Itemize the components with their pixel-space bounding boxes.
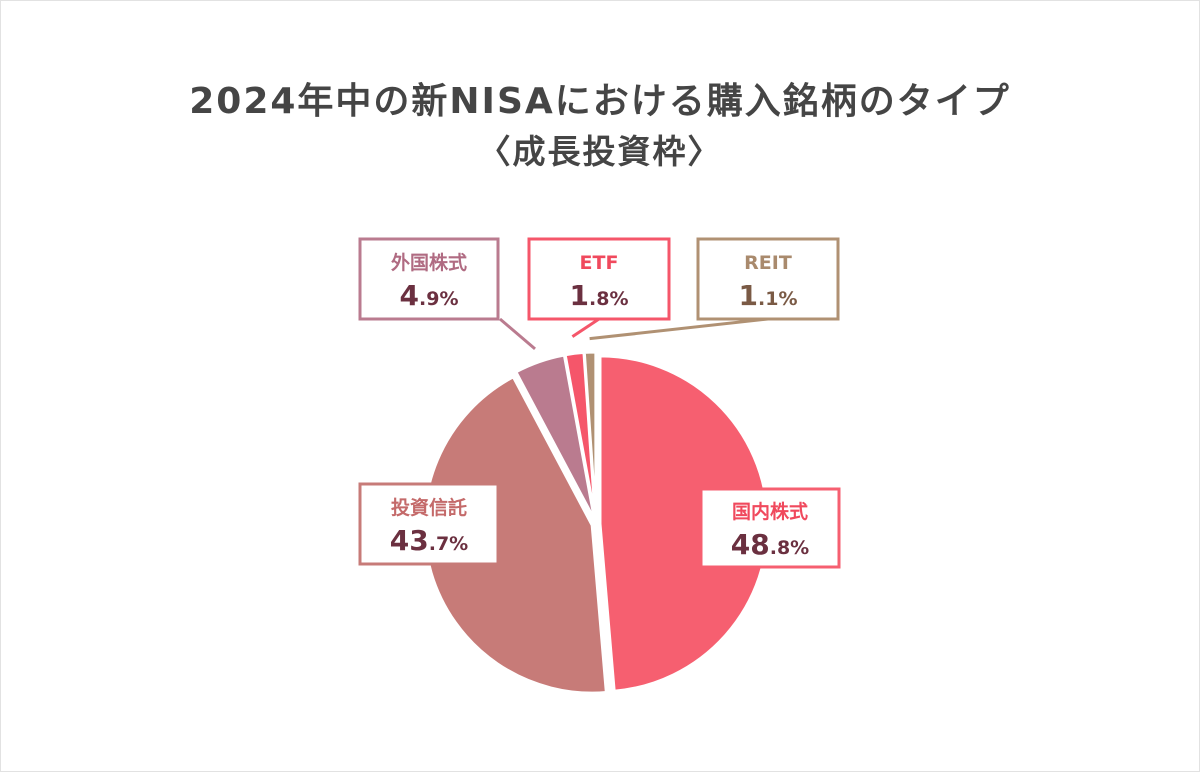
slice-label-domestic: 国内株式	[732, 500, 808, 523]
pie-slice-trust	[422, 374, 608, 695]
callout-reit: REIT 1.1%	[696, 237, 840, 321]
callout-domestic: 国内株式 48.8%	[699, 487, 841, 569]
chart-subtitle: 〈成長投資枠〉	[477, 132, 723, 171]
slice-value-frac-reit: .1%	[758, 288, 797, 310]
callout-etf: ETF 1.8%	[527, 237, 671, 321]
slice-value-int-foreign: 4	[400, 279, 419, 312]
slice-value-trust: 43.7%	[390, 524, 468, 557]
slice-value-int-trust: 43	[390, 524, 429, 557]
slice-value-frac-trust: .7%	[429, 533, 468, 555]
callout-box-reit	[696, 237, 840, 321]
slice-label-etf: ETF	[580, 252, 619, 274]
slice-value-int-reit: 1	[739, 279, 758, 312]
slice-value-frac-foreign: .9%	[419, 288, 458, 310]
slice-label-foreign: 外国株式	[391, 251, 467, 274]
callout-foreign: 外国株式 4.9%	[358, 237, 500, 321]
slice-value-int-domestic: 48	[731, 528, 770, 561]
slice-value-frac-domestic: .8%	[770, 537, 809, 559]
callout-box-foreign	[358, 237, 500, 321]
slice-value-etf: 1.8%	[570, 279, 629, 312]
slice-label-trust: 投資信託	[391, 496, 467, 519]
leader-line-reit	[589, 317, 769, 341]
slice-value-domestic: 48.8%	[731, 528, 809, 561]
callout-box-etf	[527, 237, 671, 321]
chart-title: 2024年中の新NISAにおける購入銘柄のタイプ	[189, 81, 1011, 122]
slice-value-int-etf: 1	[570, 279, 589, 312]
slice-value-frac-etf: .8%	[589, 288, 628, 310]
callout-box-trust	[358, 482, 500, 566]
slice-value-foreign: 4.9%	[400, 279, 459, 312]
callout-box-domestic	[699, 487, 841, 569]
pie-slice-reit	[582, 350, 598, 521]
callout-trust: 投資信託 43.7%	[358, 482, 500, 566]
leader-line-foreign	[499, 317, 536, 351]
slice-labels: 国内株式48.8%投資信託43.7%外国株式4.9%ETF1.8%REIT1.1…	[358, 237, 841, 569]
slice-value-reit: 1.1%	[739, 279, 798, 312]
slice-label-reit: REIT	[744, 252, 792, 274]
leader-lines	[499, 317, 769, 351]
leader-line-etf	[571, 317, 600, 338]
